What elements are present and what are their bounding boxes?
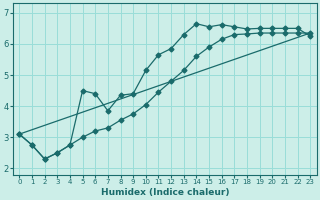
X-axis label: Humidex (Indice chaleur): Humidex (Indice chaleur) (100, 188, 229, 197)
